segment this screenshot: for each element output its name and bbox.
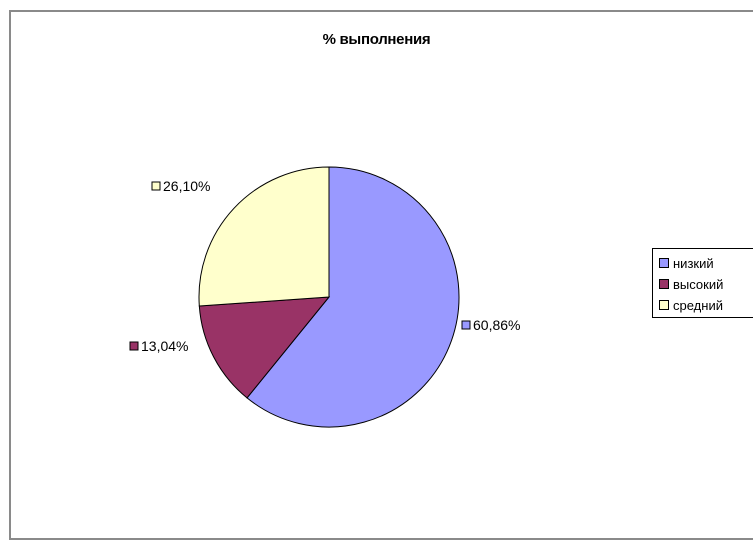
legend-swatch-1 — [659, 279, 669, 289]
legend-label-1: высокий — [673, 276, 724, 292]
pie-slice-1 — [198, 296, 331, 399]
legend-label-2: средний — [673, 297, 723, 313]
legend: низкий высокий средний — [652, 248, 753, 318]
data-label-2: 26,10% — [163, 178, 210, 194]
data-label-swatch-0 — [461, 320, 471, 330]
legend-item-0: низкий — [659, 254, 714, 272]
legend-item-1: высокий — [659, 275, 723, 293]
pie-slice-0 — [246, 166, 460, 428]
data-label-swatch-1 — [129, 341, 139, 351]
legend-swatch-2 — [659, 300, 669, 310]
data-label-1: 13,04% — [141, 338, 188, 354]
legend-swatch-0 — [659, 258, 669, 268]
legend-item-2: средний — [659, 296, 723, 314]
pie-chart: 60,86% 13,04% 26,10% — [129, 166, 520, 428]
pie-slice-2 — [198, 166, 330, 307]
data-label-0: 60,86% — [473, 317, 520, 333]
legend-label-0: низкий — [673, 255, 714, 271]
data-label-swatch-2 — [151, 181, 161, 191]
chart-title: % выполнения — [322, 31, 431, 48]
